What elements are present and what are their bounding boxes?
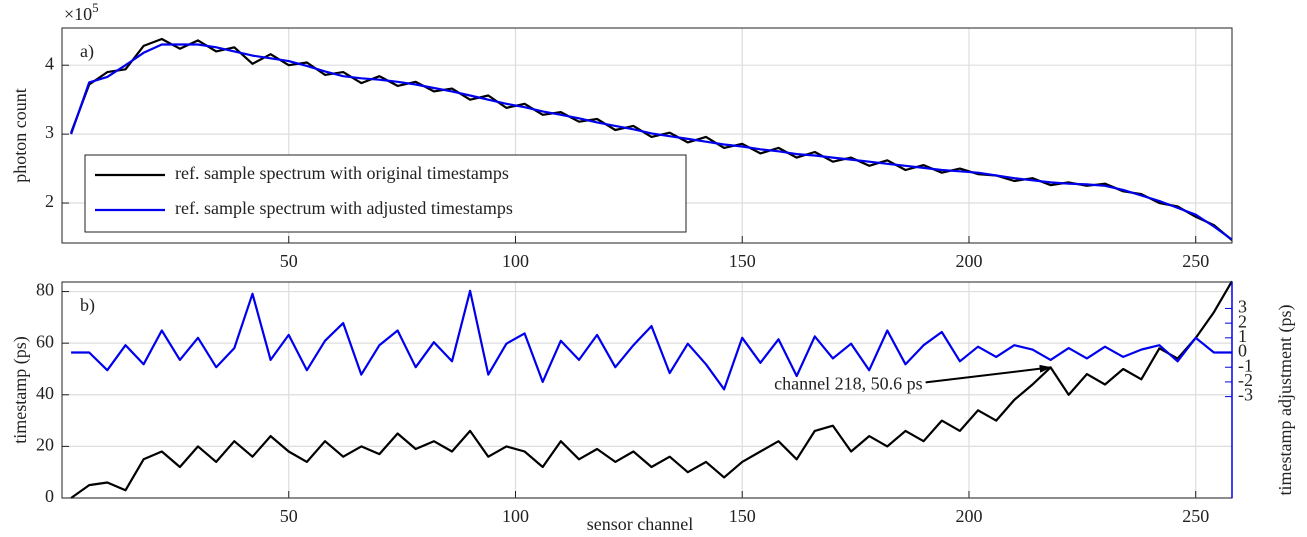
x-axis-label: sensor channel: [587, 514, 693, 534]
y-tick-label: 4: [45, 53, 54, 73]
y2-tick-label: 3: [1238, 297, 1247, 317]
x-tick-label: 250: [1182, 251, 1209, 271]
x-tick-label: 150: [729, 506, 756, 526]
annotation: channel 218, 50.6 ps: [774, 374, 922, 394]
annotation-arrow: [925, 364, 1052, 384]
plot-area: [62, 282, 1232, 498]
y-tick-label: 20: [36, 435, 54, 455]
x-tick-label: 200: [955, 506, 982, 526]
y-scale-exponent: 5: [92, 0, 99, 15]
legend-label: ref. sample spectrum with original times…: [175, 163, 509, 183]
x-tick-label: 50: [280, 251, 298, 271]
y-tick-label: 0: [45, 486, 54, 506]
y-scale-label: ×105: [64, 0, 99, 24]
x-tick-label: 100: [502, 506, 529, 526]
y-axis-label: photon count: [10, 88, 30, 183]
y-tick-label: 60: [36, 331, 54, 351]
y-tick-label: 40: [36, 383, 54, 403]
y-scale-base: ×10: [64, 4, 92, 24]
y-tick-label: 2: [45, 191, 54, 211]
x-tick-label: 50: [280, 506, 298, 526]
series-line: [70, 43, 1233, 241]
series-line: [71, 289, 1232, 391]
y2-tick-label: -3: [1238, 385, 1253, 405]
legend-label: ref. sample spectrum with adjusted times…: [175, 198, 513, 218]
x-tick-label: 250: [1182, 506, 1209, 526]
series-line: [70, 280, 1233, 499]
x-tick-label: 100: [502, 251, 529, 271]
x-tick-label: 200: [955, 251, 982, 271]
panel-label: a): [80, 41, 94, 62]
y2-tick-label: 0: [1238, 341, 1247, 361]
legend-box: [84, 154, 687, 233]
y-axis-label: timestamp (ps): [10, 336, 31, 443]
panel-label: b): [80, 295, 95, 316]
y2-tick-label: -1: [1238, 355, 1253, 375]
x-tick-label: 150: [729, 251, 756, 271]
y2-tick-label: 1: [1238, 326, 1247, 346]
y-tick-label: 3: [45, 122, 54, 142]
axes-frame: [61, 27, 1233, 244]
y2-tick-label: 2: [1238, 311, 1247, 331]
y-tick-label: 80: [36, 280, 54, 300]
y2-axis-label: timestamp adjustment (ps): [1275, 305, 1296, 496]
y2-tick-label: -2: [1238, 370, 1253, 390]
